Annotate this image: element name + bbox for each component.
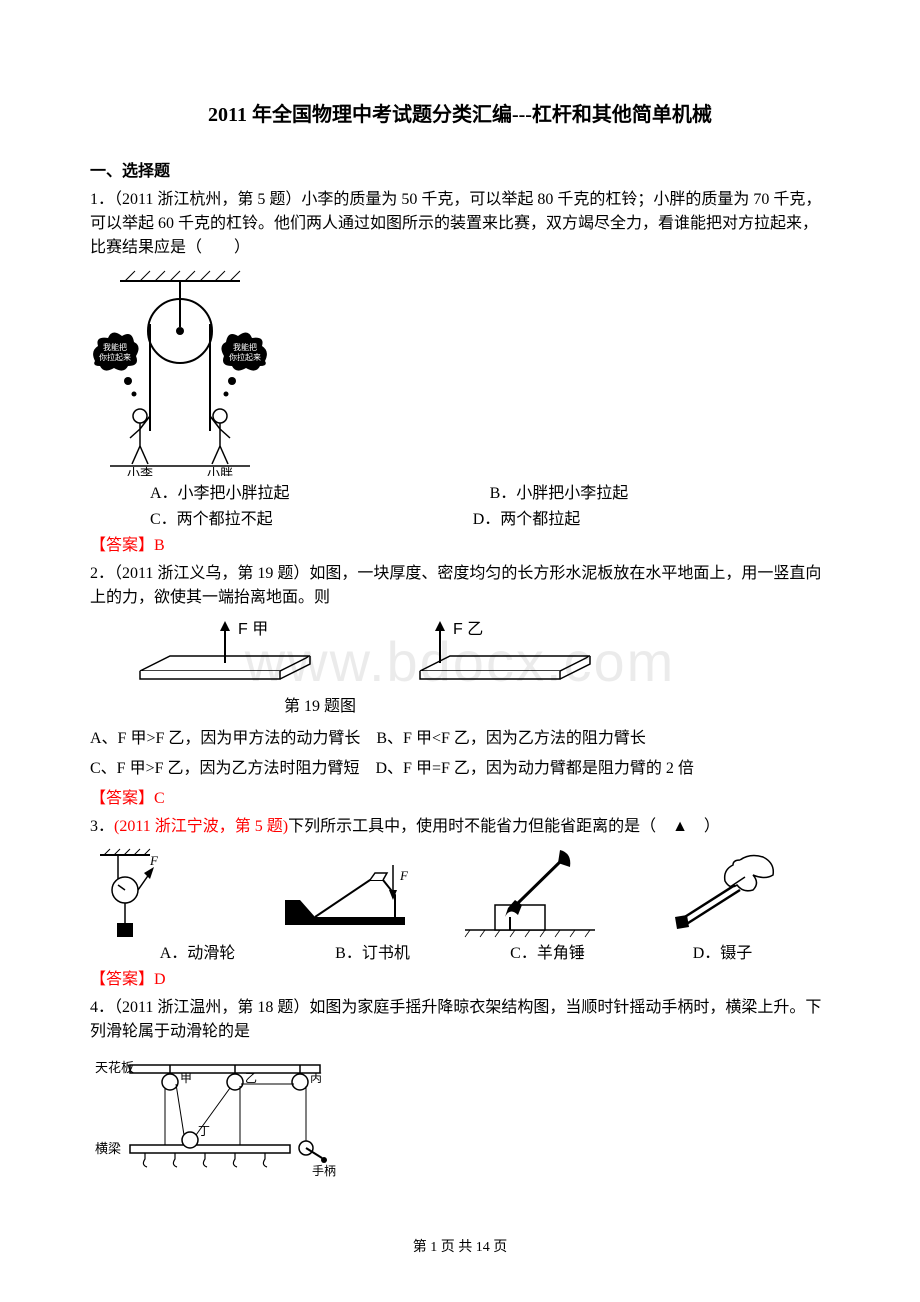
q1-opt-c: C．两个都拉不起	[150, 508, 273, 532]
q1-opt-a: A．小李把小胖拉起	[150, 482, 290, 506]
svg-text:乙: 乙	[245, 1071, 257, 1085]
svg-text:丁: 丁	[198, 1124, 210, 1138]
section-heading: 一、选择题	[90, 160, 830, 184]
svg-text:F: F	[149, 853, 159, 868]
q2-answer: 【答案】C	[90, 787, 830, 811]
q3-opt-d: D．镊子	[635, 942, 810, 966]
page-title: 2011 年全国物理中考试题分类汇编---杠杆和其他简单机械	[90, 100, 830, 130]
q2-opts-cd: C、F 甲>F 乙，因为乙方法时阻力臂短 D、F 甲=F 乙，因为动力臂都是阻力…	[90, 757, 830, 781]
q2-force-right: F 乙	[453, 621, 483, 638]
q1-stem: 1．（2011 浙江杭州，第 5 题）小李的质量为 50 千克，可以举起 80 …	[90, 188, 830, 260]
q3-answer: 【答案】D	[90, 968, 830, 992]
fig1-label-right: 小胖	[207, 466, 233, 476]
page-footer: 第 1 页 共 14 页	[0, 1237, 920, 1258]
q2-opts-ab: A、F 甲>F 乙，因为甲方法的动力臂长 B、F 甲<F 乙，因为乙方法的阻力臂…	[90, 727, 830, 751]
q3-opt-c: C．羊角锤	[460, 942, 635, 966]
svg-text:F: F	[399, 868, 409, 883]
q3-figure: F F	[90, 845, 830, 940]
q4-ceiling-label: 天花板	[95, 1060, 134, 1075]
q4-handle-label: 手柄	[312, 1164, 336, 1178]
svg-text:你拉起来: 你拉起来	[229, 352, 261, 362]
q4-figure: 天花板 甲 乙 丙 横梁 丁 手柄	[90, 1050, 830, 1190]
q4-beam-label: 横梁	[95, 1141, 121, 1156]
q4-stem: 4．（2011 浙江温州，第 18 题）如图为家庭手摇升降晾衣架结构图，当顺时针…	[90, 996, 830, 1044]
bubble-left-text: 我能把	[103, 342, 127, 352]
q1-opt-b: B．小胖把小李拉起	[490, 482, 629, 506]
fig1-label-left: 小李	[127, 466, 153, 476]
q3-opt-a: A．动滑轮	[110, 942, 285, 966]
q2-caption: 第 19 题图	[90, 695, 510, 719]
svg-text:你拉起来: 你拉起来	[99, 352, 131, 362]
q2-stem: 2．（2011 浙江义乌，第 19 题）如图，一块厚度、密度均匀的长方形水泥板放…	[90, 562, 830, 610]
q2-force-left: F 甲	[238, 621, 268, 638]
svg-text:甲: 甲	[180, 1071, 192, 1085]
bubble-right-text: 我能把	[233, 342, 257, 352]
q1-opt-d: D．两个都拉起	[473, 508, 581, 532]
q1-answer: 【答案】B	[90, 534, 830, 558]
q3-opt-b: B．订书机	[285, 942, 460, 966]
svg-text:丙: 丙	[310, 1071, 322, 1085]
q1-figure: 我能把 你拉起来 我能把 你拉起来 小李 小胖	[90, 266, 830, 476]
q2-figure: F 甲 F 乙	[90, 616, 830, 691]
q3-stem: 3．(2011 浙江宁波，第 5 题)下列所示工具中，使用时不能省力但能省距离的…	[90, 815, 830, 839]
